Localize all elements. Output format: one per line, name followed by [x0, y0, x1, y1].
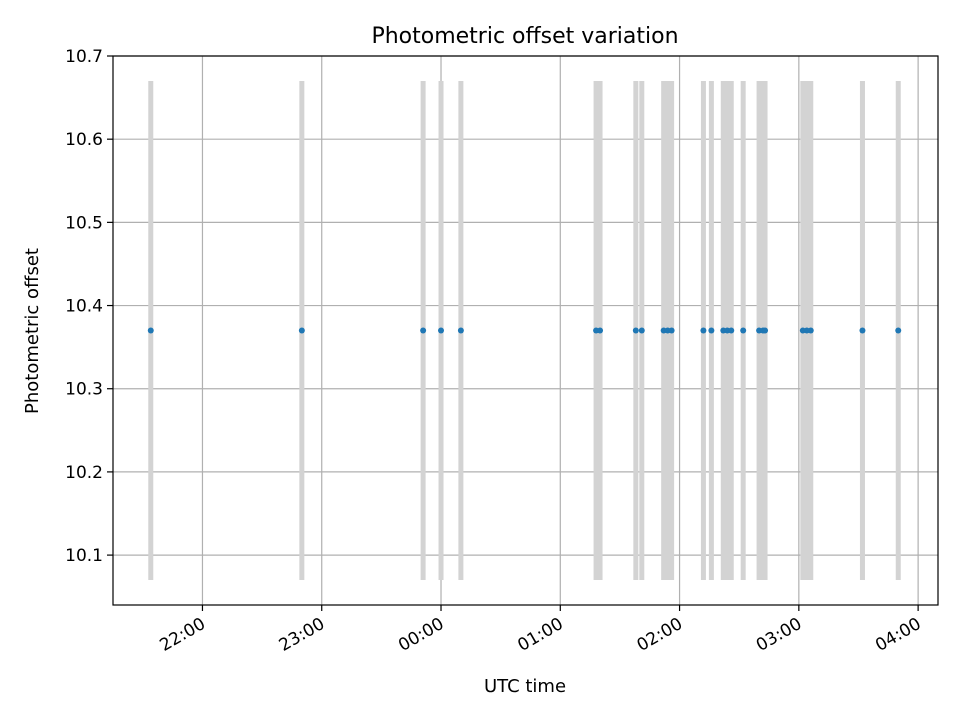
data-point — [420, 327, 427, 334]
y-tick-label: 10.7 — [65, 47, 103, 67]
data-point — [597, 327, 604, 334]
error-bars — [148, 80, 901, 581]
x-tick-label: 23:00 — [276, 614, 328, 656]
x-axis-ticks: 22:00 23:00 00:00 01:00 02:00 03:00 04:00 — [157, 605, 925, 656]
x-axis-label: UTC time — [484, 676, 566, 697]
y-tick-label: 10.6 — [65, 130, 103, 150]
data-point — [728, 327, 735, 334]
data-point — [700, 327, 707, 334]
data-point — [708, 327, 715, 334]
y-tick-label: 10.2 — [65, 463, 103, 483]
y-tick-label: 10.5 — [65, 213, 103, 233]
y-tick-label: 10.1 — [65, 546, 103, 566]
x-tick-label: 01:00 — [514, 614, 566, 656]
data-point — [859, 327, 866, 334]
x-tick-label: 04:00 — [872, 614, 924, 656]
grid — [113, 55, 938, 605]
y-axis-ticks: 10.1 10.2 10.3 10.4 10.5 10.6 10.7 — [65, 47, 113, 566]
data-point — [740, 327, 747, 334]
data-point — [807, 327, 814, 334]
data-point — [638, 327, 645, 334]
x-tick-label: 00:00 — [395, 614, 447, 656]
y-axis-label: Photometric offset — [22, 248, 43, 414]
x-tick-label: 02:00 — [634, 614, 686, 656]
data-point — [762, 327, 769, 334]
data-point — [895, 327, 902, 334]
data-point — [147, 327, 154, 334]
data-point — [298, 327, 305, 334]
data-point — [632, 327, 639, 334]
x-tick-label: 22:00 — [157, 614, 209, 656]
data-point — [438, 327, 445, 334]
data-points — [147, 327, 902, 334]
y-tick-label: 10.4 — [65, 297, 103, 317]
chart-title: Photometric offset variation — [371, 24, 678, 49]
y-tick-label: 10.3 — [65, 380, 103, 400]
plot-frame — [112, 55, 939, 606]
x-tick-label: 03:00 — [753, 614, 805, 656]
data-point — [668, 327, 675, 334]
data-point — [457, 327, 464, 334]
